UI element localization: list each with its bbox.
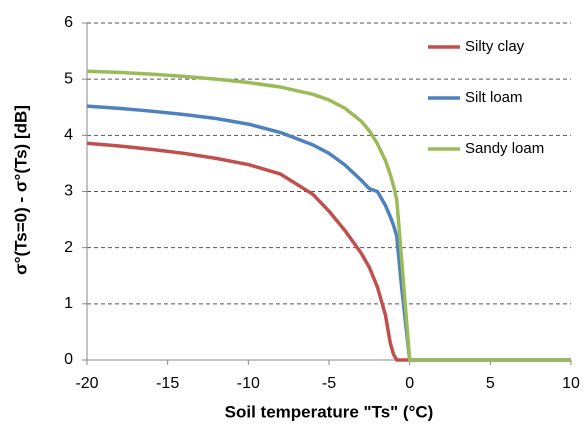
data-line — [86, 69, 571, 362]
x-tick-label: 0 — [405, 375, 414, 392]
legend-label: Sandy loam — [465, 140, 544, 157]
y-tick-label: 0 — [64, 351, 73, 368]
y-axis-title: σ°(Ts=0) - σ°(Ts) [dB] — [11, 105, 30, 275]
y-tick-label: 5 — [64, 70, 73, 87]
x-tick-label: -5 — [322, 375, 336, 392]
y-tick-label: 1 — [64, 295, 73, 312]
y-tick-label: 4 — [64, 127, 73, 144]
y-tick-label: 2 — [64, 239, 73, 256]
y-tick-label: 6 — [64, 14, 73, 31]
x-tick-label: -20 — [75, 375, 98, 392]
x-tick-label: -15 — [156, 375, 179, 392]
legend-label: Silty clay — [465, 38, 525, 55]
legend-label: Silt loam — [465, 89, 523, 106]
y-tick-label: 3 — [64, 183, 73, 200]
x-tick-label: -10 — [237, 375, 260, 392]
data-line — [86, 141, 571, 362]
x-tick-label: 5 — [486, 375, 495, 392]
x-axis-title: Soil temperature "Ts" (°C) — [225, 402, 434, 421]
x-tick-label: 10 — [562, 375, 580, 392]
